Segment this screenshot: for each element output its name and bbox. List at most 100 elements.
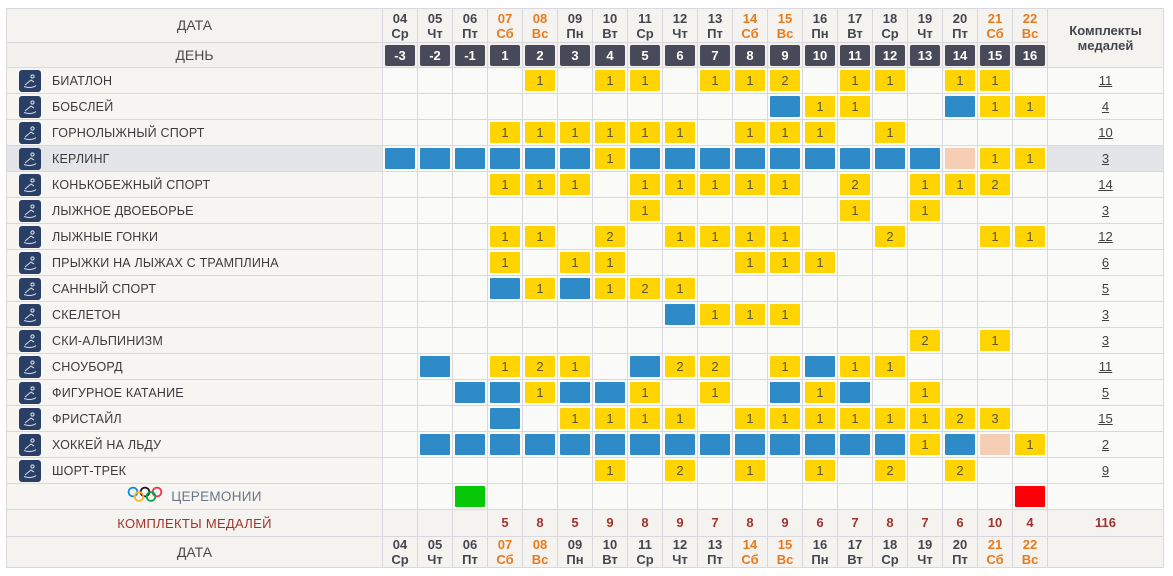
sport-total-link[interactable]: 5 [1101, 280, 1110, 296]
nordic-combined-icon [19, 199, 41, 222]
sport-label-cell: ХОККЕЙ НА ЛЬДУ [6, 431, 383, 458]
empty-cell [767, 483, 803, 510]
date-cell: 11 Ср [627, 536, 663, 568]
day-cell: 7 [697, 42, 733, 68]
empty-cell [487, 67, 523, 94]
ceremonies-label: ЦЕРЕМОНИИ [171, 489, 262, 504]
sport-total-link[interactable]: 3 [1101, 202, 1110, 218]
sport-label-cell: КОНЬКОБЕЖНЫЙ СПОРТ [6, 171, 383, 198]
empty-cell [592, 197, 628, 224]
empty-cell [697, 457, 733, 484]
empty-cell [697, 249, 733, 276]
column-total: 7 [851, 515, 859, 530]
empty-cell [452, 249, 488, 276]
empty-cell [522, 93, 558, 120]
medal-count-cell: 1 [627, 405, 663, 432]
sport-name: САННЫЙ СПОРТ [52, 281, 157, 296]
date-row-label: ДАТА [6, 8, 383, 43]
competition-day-cell [592, 431, 628, 458]
sport-row: ШОРТ-ТРЕК 1 2 1 1 2 2 9 [6, 457, 1164, 484]
empty-cell [1012, 457, 1048, 484]
day-cell: 16 [1012, 42, 1048, 68]
empty-cell [417, 223, 453, 250]
medal-count-cell: 1 [557, 171, 593, 198]
sport-total-link[interactable]: 12 [1098, 228, 1113, 244]
sport-total-link[interactable]: 2 [1101, 436, 1110, 452]
sport-total-link[interactable]: 14 [1098, 176, 1113, 192]
medal-count-cell: 1 [732, 67, 768, 94]
medal-count-cell: 1 [627, 379, 663, 406]
sport-total-cell: 3 [1047, 327, 1164, 354]
day-cell: 3 [557, 42, 593, 68]
empty-cell [662, 67, 698, 94]
column-total-cell: 5 [557, 509, 593, 537]
date-cell: 10 Вт [592, 536, 628, 568]
sport-total-link[interactable]: 9 [1101, 462, 1110, 478]
empty-cell [942, 223, 978, 250]
date-cell: 18 Ср [872, 8, 908, 43]
footer-empty-cell [1047, 536, 1164, 568]
medal-count-cell: 1 [487, 171, 523, 198]
empty-cell [452, 405, 488, 432]
empty-cell [627, 249, 663, 276]
ceremonies-row: ЦЕРЕМОНИИ [6, 483, 1164, 510]
medal-count-cell: 1 [907, 379, 943, 406]
medal-count-cell: 2 [662, 353, 698, 380]
sport-total-link[interactable]: 6 [1101, 254, 1110, 270]
medal-count-cell: 1 [837, 93, 873, 120]
day-header-row: ДЕНЬ -3 -2 -1 1 2 3 4 5 6 7 8 9 10 11 12 13 14 15 16 [6, 42, 1164, 68]
sport-total-link[interactable]: 3 [1101, 306, 1110, 322]
medal-count-cell: 2 [767, 67, 803, 94]
sport-label-cell: ФИГУРНОЕ КАТАНИЕ [6, 379, 383, 406]
empty-cell [417, 93, 453, 120]
short-track-icon [19, 459, 41, 482]
competition-day-cell [732, 145, 768, 172]
date-cell: 15 Вс [767, 536, 803, 568]
empty-cell [487, 301, 523, 328]
date-cell: 13 Пт [697, 8, 733, 43]
medal-count-cell: 1 [732, 171, 768, 198]
empty-cell [1012, 353, 1048, 380]
sport-total-link[interactable]: 4 [1101, 98, 1110, 114]
date-cell: 16 Пн [802, 536, 838, 568]
empty-cell [417, 483, 453, 510]
column-total-cell: 8 [522, 509, 558, 537]
date-cell: 09 Пн [557, 536, 593, 568]
medal-count-cell: 1 [767, 353, 803, 380]
sport-name: ФИГУРНОЕ КАТАНИЕ [52, 385, 184, 400]
empty-cell [522, 249, 558, 276]
medal-count-cell: 2 [522, 353, 558, 380]
column-total-cell: 9 [592, 509, 628, 537]
competition-day-cell [872, 145, 908, 172]
medal-count-cell: 1 [732, 249, 768, 276]
sport-row: БИАТЛОН 1 1 1 1 1 2 1 1 1 1 11 [6, 67, 1164, 94]
sport-total-link[interactable]: 15 [1098, 410, 1113, 426]
day-cell: 15 [977, 42, 1013, 68]
date-cell: 06 Пт [452, 536, 488, 568]
medal-count-cell: 1 [557, 353, 593, 380]
date-cell: 04 Ср [382, 536, 418, 568]
competition-day-cell [522, 145, 558, 172]
sport-total-link[interactable]: 11 [1098, 358, 1113, 374]
closing-ceremony-cell [1012, 483, 1048, 510]
sport-total-link[interactable]: 3 [1101, 150, 1110, 166]
medal-count-cell: 2 [592, 223, 628, 250]
sport-total-link[interactable]: 3 [1101, 332, 1110, 348]
empty-cell [382, 275, 418, 302]
medal-count-cell: 1 [1012, 431, 1048, 458]
empty-cell [802, 67, 838, 94]
competition-day-cell [487, 145, 523, 172]
empty-cell [522, 483, 558, 510]
medal-count-cell: 2 [872, 223, 908, 250]
date-cell: 09 Пн [557, 8, 593, 43]
empty-cell [417, 171, 453, 198]
medal-count-cell: 1 [802, 249, 838, 276]
medal-count-cell: 1 [802, 119, 838, 146]
competition-day-cell [802, 145, 838, 172]
sport-total-link[interactable]: 11 [1098, 72, 1113, 88]
medal-count-cell: 1 [557, 119, 593, 146]
sport-total-link[interactable]: 10 [1098, 124, 1113, 140]
sport-total-link[interactable]: 5 [1101, 384, 1110, 400]
sport-label-cell: КЕРЛИНГ [6, 145, 383, 172]
curling-icon [19, 147, 41, 170]
